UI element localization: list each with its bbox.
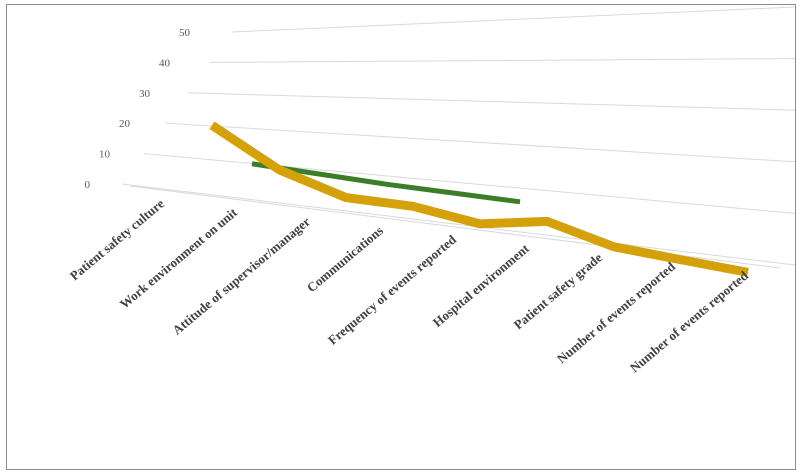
gridline <box>143 153 796 214</box>
y-tick-label: 20 <box>119 118 131 130</box>
y-tick-label: 30 <box>139 88 151 100</box>
y-axis-ticks: 0 10 20 30 40 50 <box>85 27 191 191</box>
y-tick-label: 0 <box>85 179 91 191</box>
x-tick-label: Attitude of supervisor/manager <box>169 214 313 338</box>
y-tick-label: 50 <box>179 27 191 39</box>
gridline <box>121 183 796 266</box>
x-tick-label: Communications <box>304 223 386 295</box>
gridline <box>165 122 796 163</box>
series-line-2 <box>251 161 521 205</box>
chart-frame <box>6 4 796 470</box>
x-tick-label: Patient safety grade <box>511 250 605 333</box>
gridline <box>231 6 796 33</box>
gridline <box>187 92 796 111</box>
y-tick-label: 10 <box>99 149 111 161</box>
gridline <box>209 58 796 63</box>
series-layer <box>209 121 749 277</box>
y-tick-label: 40 <box>159 57 171 69</box>
